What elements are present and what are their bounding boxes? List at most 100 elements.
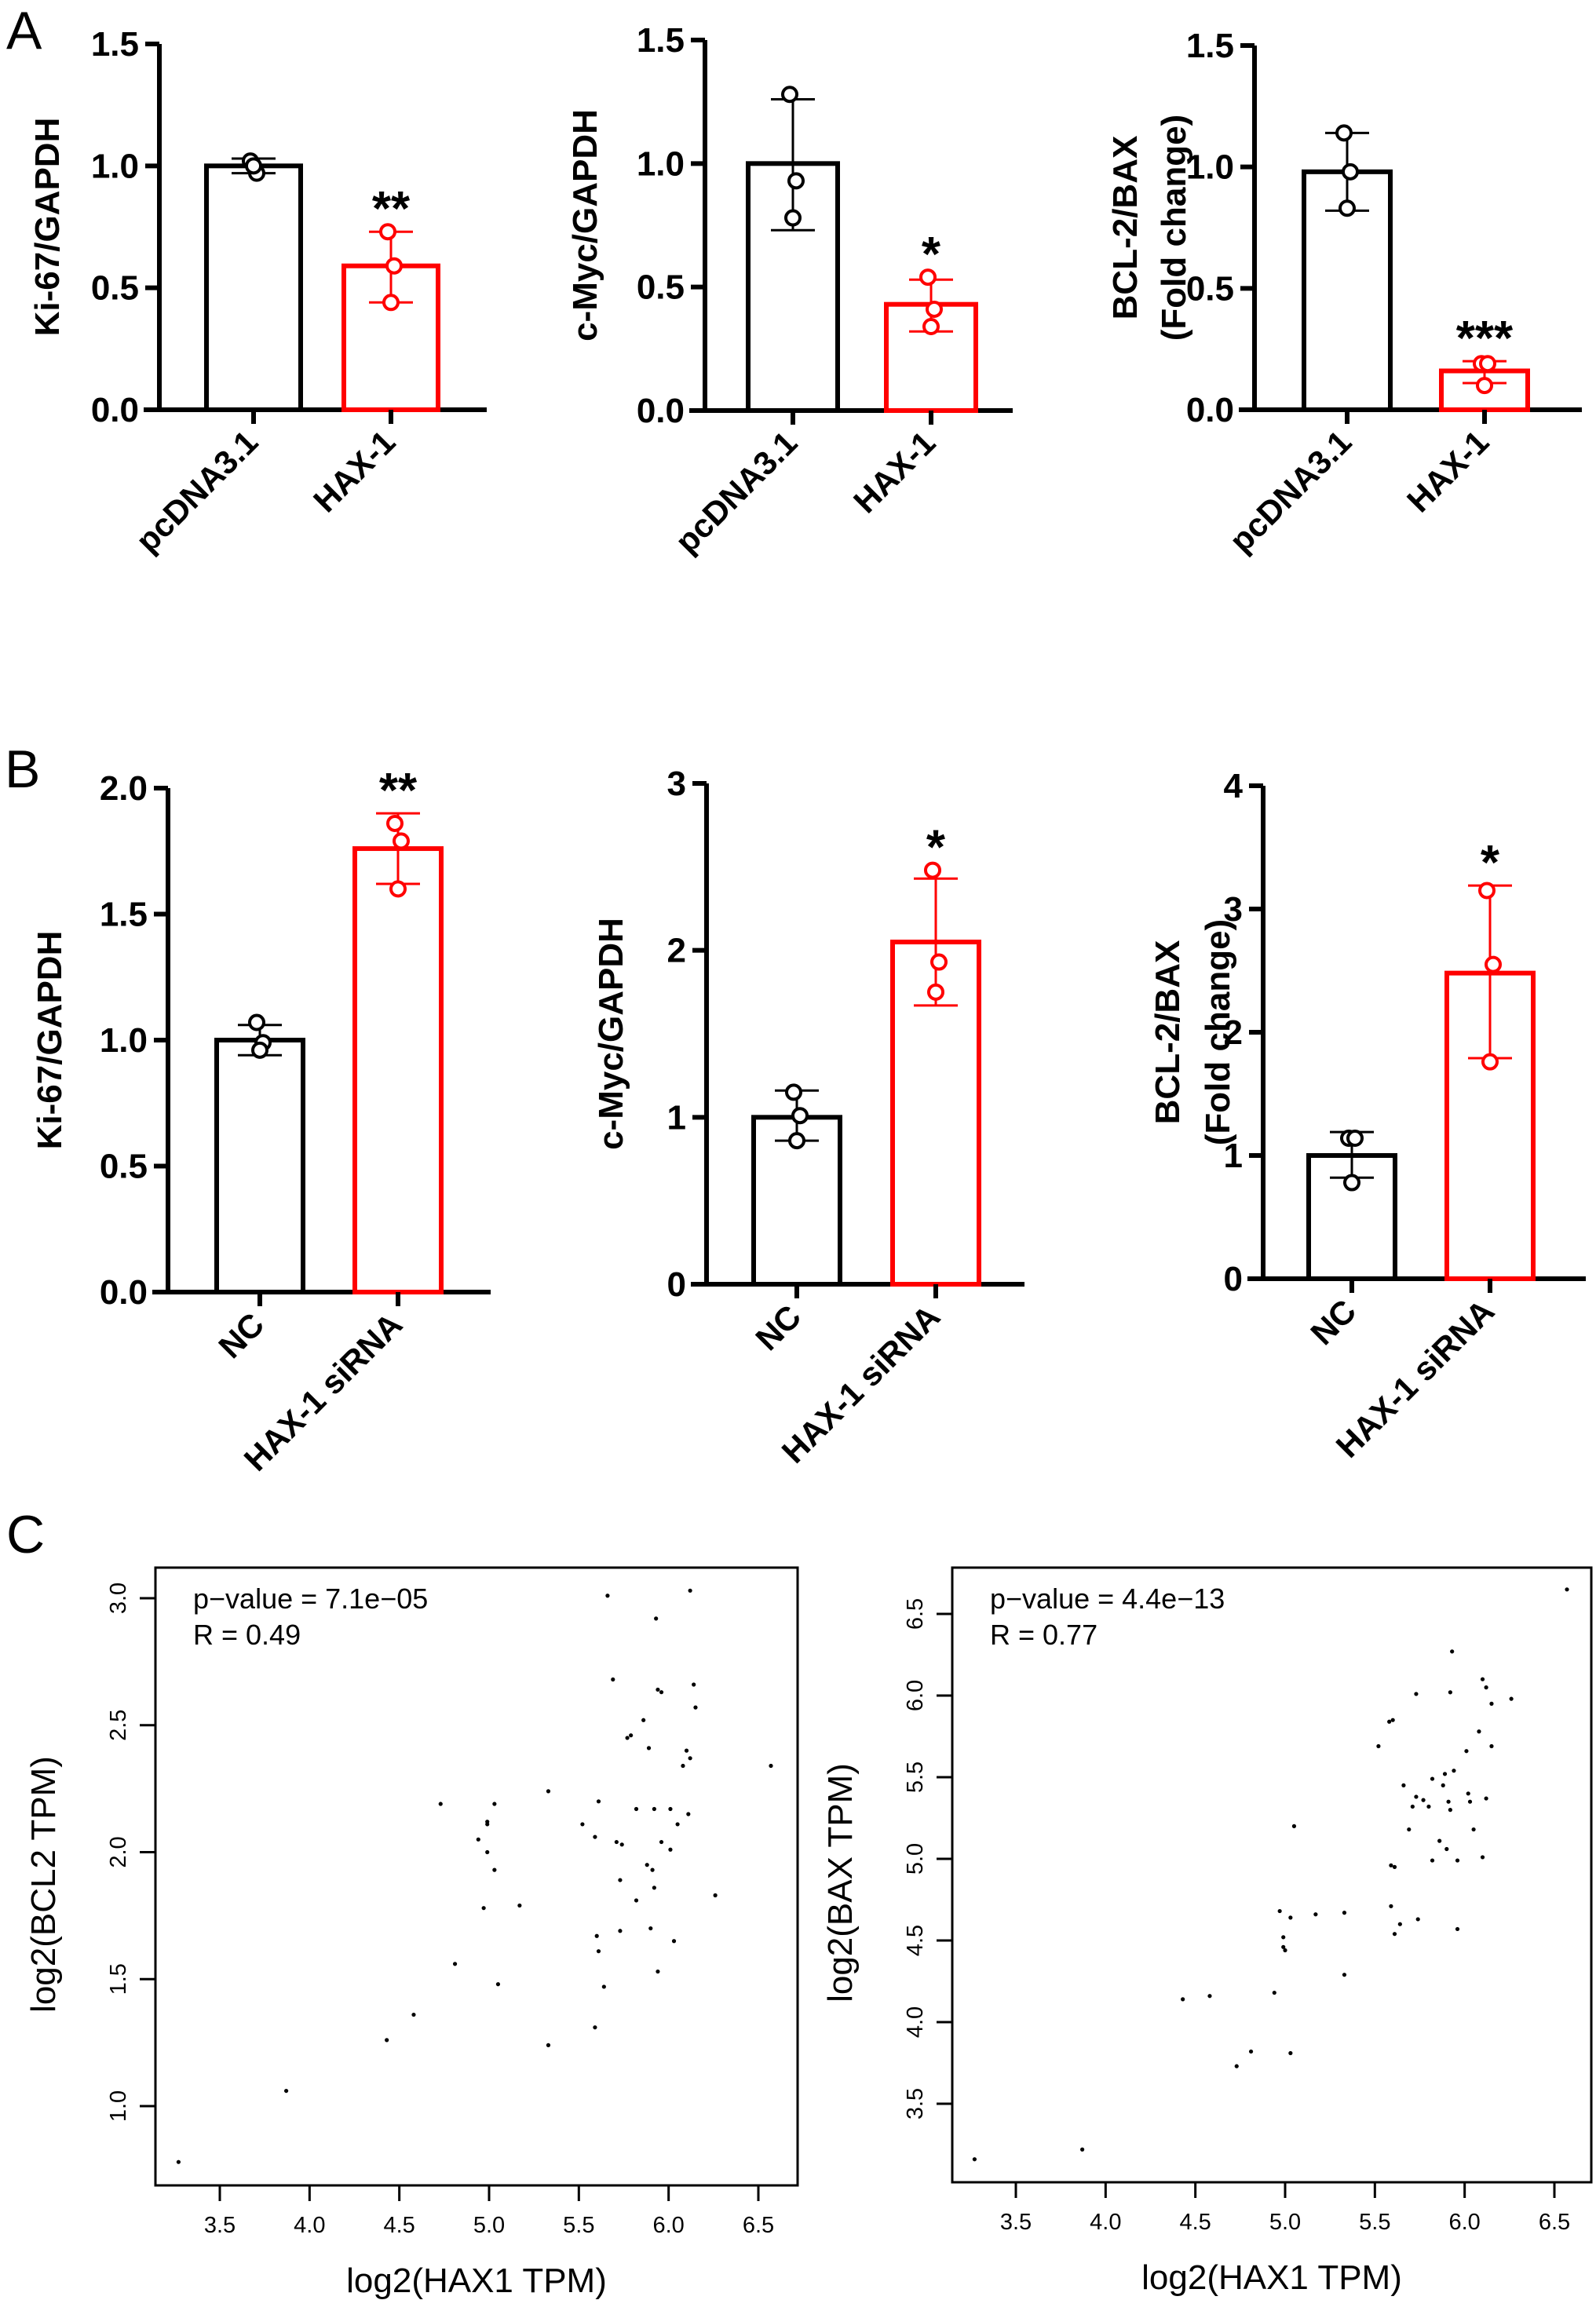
- scatter-point: [1565, 1587, 1569, 1592]
- y-axis-label: c-Myc/GAPDH: [592, 918, 630, 1150]
- scatter-point: [1392, 1932, 1397, 1937]
- scatter-point: [618, 1878, 623, 1882]
- scatter-point: [593, 2025, 597, 2030]
- scatter-point: [1442, 1772, 1448, 1776]
- scatter-point: [594, 1933, 599, 1938]
- panel-letter-b: B: [5, 739, 40, 799]
- y-axis-label: Ki-67/GAPDH: [31, 931, 69, 1150]
- data-point: [784, 209, 802, 227]
- scatter-point: [1441, 1783, 1445, 1787]
- scatter-point: [596, 1949, 601, 1954]
- data-point: [382, 294, 400, 312]
- significance-marker: *: [1481, 836, 1500, 890]
- scatter-point: [601, 1984, 606, 1989]
- p-value-annotation: p−value = 7.1e−05: [193, 1583, 428, 1615]
- scatter-point: [1407, 1827, 1412, 1832]
- data-point: [1479, 355, 1496, 373]
- scatter-point: [1437, 1838, 1442, 1843]
- y-tick-label: 0.5: [637, 268, 685, 307]
- plot-frame: [154, 1566, 799, 2187]
- x-tick-label: 4.0: [1090, 2210, 1121, 2235]
- scatter-point: [492, 1867, 497, 1872]
- scatter-point: [1415, 1917, 1420, 1922]
- x-tick-label: 5.0: [473, 2213, 505, 2238]
- x-tick-label: 6.0: [1449, 2210, 1481, 2235]
- y-tick-label: 0.5: [91, 269, 139, 308]
- scatter-point: [452, 1962, 458, 1966]
- scatter-point: [1342, 1911, 1347, 1915]
- y-tick-label: 0.0: [91, 391, 139, 429]
- y-tick-label: 0: [1224, 1260, 1243, 1298]
- scatter-point: [385, 2038, 389, 2043]
- data-point: [393, 832, 410, 850]
- scatter-point: [652, 1886, 656, 1890]
- data-point: [791, 1107, 809, 1125]
- scatter-point: [619, 1842, 624, 1847]
- scatter-point: [675, 1822, 680, 1827]
- y-tick-label: 1.0: [100, 1021, 148, 1060]
- y-tick-label: 3: [667, 765, 686, 803]
- scatter-point: [1392, 1864, 1397, 1869]
- data-point: [251, 1041, 268, 1059]
- scatter-point: [1452, 1769, 1456, 1773]
- scatter-point: [692, 1682, 696, 1687]
- scatter-point: [684, 1748, 689, 1753]
- scatter-point: [1080, 2147, 1085, 2152]
- panel-letter-c: C: [6, 1505, 45, 1564]
- x-tick-label: 3.5: [204, 2213, 236, 2238]
- data-point: [248, 1013, 265, 1031]
- scatter-point: [1181, 1997, 1185, 2002]
- y-tick-label: 1.5: [1186, 27, 1234, 65]
- scatter-point: [176, 2159, 181, 2164]
- scatter-point: [648, 1926, 653, 1931]
- scatter-point: [1410, 1804, 1415, 1809]
- y-axis-label: BCL-2/BAX: [1106, 136, 1145, 320]
- scatter-point: [629, 1733, 634, 1738]
- scatter-point: [438, 1802, 443, 1806]
- y-tick-label: 1.0: [1186, 148, 1234, 187]
- scatter-point: [668, 1806, 673, 1812]
- scatter-point: [1277, 1908, 1282, 1914]
- scatter-point: [580, 1822, 585, 1827]
- y-tick-label: 4.5: [903, 1925, 928, 1956]
- scatter-point: [1430, 1858, 1435, 1863]
- scatter-point: [1288, 1915, 1293, 1920]
- y-tick-label: 0.5: [1186, 269, 1234, 308]
- scatter-point: [1484, 1796, 1488, 1801]
- scatter-point: [495, 1982, 501, 1987]
- data-point: [386, 814, 404, 832]
- scatter-point: [1448, 1808, 1452, 1813]
- x-tick-label: 5.5: [1359, 2210, 1390, 2235]
- scatter-point: [593, 1835, 597, 1839]
- scatter-point: [1509, 1696, 1514, 1701]
- y-tick-label: 3.5: [903, 2088, 928, 2119]
- scatter-point: [634, 1806, 639, 1812]
- data-point: [788, 1132, 805, 1150]
- scatter-point: [693, 1705, 698, 1710]
- scatter-point: [1421, 1798, 1426, 1802]
- scatter-point: [686, 1812, 691, 1816]
- scatter-point: [546, 1789, 551, 1794]
- y-tick-label: 5.5: [903, 1762, 928, 1793]
- y-axis-label: log2(BAX TPM): [821, 1763, 860, 2002]
- x-axis-label: log2(HAX1 TPM): [346, 2262, 607, 2300]
- scatter-point: [1283, 1948, 1287, 1953]
- y-tick-label: 6.0: [903, 1680, 928, 1711]
- x-tick-label: 4.0: [294, 2213, 325, 2238]
- scatter-point: [546, 2043, 551, 2047]
- scatter-point: [1389, 1863, 1393, 1867]
- x-tick-label: 6.5: [743, 2213, 774, 2238]
- scatter-point: [611, 1677, 615, 1682]
- scatter-point: [972, 2157, 977, 2162]
- scatter-point: [625, 1736, 630, 1740]
- x-tick-label: 3.5: [1000, 2210, 1032, 2235]
- y-axis-label: (Fold change): [1199, 919, 1237, 1145]
- significance-marker: **: [372, 182, 411, 236]
- y-tick-label: 1.5: [637, 21, 685, 60]
- r-value-annotation: R = 0.77: [990, 1619, 1097, 1651]
- data-point: [787, 172, 805, 190]
- scatter-point: [1390, 1718, 1395, 1722]
- scatter-point: [659, 1839, 664, 1845]
- scatter-point: [1234, 2064, 1239, 2068]
- y-tick-label: 4.0: [903, 2006, 928, 2038]
